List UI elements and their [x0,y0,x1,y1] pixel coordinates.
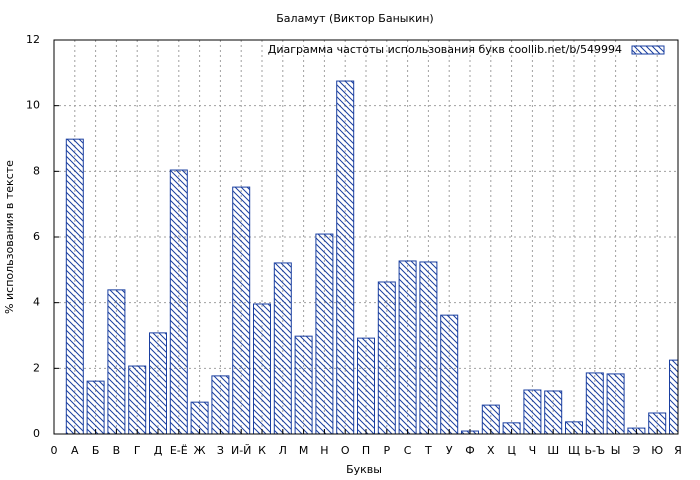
bar [419,261,438,434]
y-tick-label: 8 [33,164,40,177]
bar [190,401,209,434]
x-tick-label: Ь-Ъ [584,444,605,457]
bar [669,359,678,434]
bars [65,80,678,434]
x-tick-label: Я [674,444,682,457]
bar [544,390,563,434]
x-tick-label: С [404,444,412,457]
x-tick-label: И-Й [231,444,251,457]
x-tick-label: Е-Ё [170,444,188,457]
bar [315,233,334,434]
chart-title: Баламут (Виктор Баныкин) [276,12,433,25]
x-tick-label: Ц [507,444,516,457]
x-tick-label: Ч [529,444,537,457]
bar [585,372,604,434]
bar [294,335,313,434]
bar [107,289,126,434]
bar [128,365,147,434]
bar [502,422,521,434]
x-tick-label: А [71,444,79,457]
x-tick-label: Г [134,444,141,457]
y-tick-label: 4 [33,296,40,309]
y-axis-label: % использования в тексте [3,160,16,314]
x-tick-label: Ф [465,444,474,457]
bar [606,373,625,434]
bar [336,80,355,434]
y-tick-label: 2 [33,361,40,374]
bar [86,380,105,434]
bar [377,281,396,434]
x-tick-label: 0 [51,444,58,457]
y-tick-label: 10 [26,99,40,112]
bar [169,169,188,434]
bar [523,389,542,434]
x-tick-label: Х [487,444,495,457]
bar [211,375,230,434]
x-tick-label: В [113,444,121,457]
y-tick-label: 6 [33,230,40,243]
x-tick-label: Ю [651,444,663,457]
x-tick-label: Э [633,444,641,457]
x-axis-label: Буквы [346,463,382,476]
legend-swatch [631,45,665,55]
x-tick-label: З [217,444,224,457]
bar [398,260,417,434]
x-tick-label: Л [279,444,287,457]
y-tick-label: 0 [33,427,40,440]
bar [253,303,271,434]
x-tick-label: Н [320,444,328,457]
x-tick-label: Т [424,444,432,457]
x-tick-label: Р [383,444,390,457]
y-tick-label: 12 [26,33,40,46]
x-tick-label: Щ [568,444,580,457]
x-tick-label: П [362,444,370,457]
bar [65,138,84,434]
bar [440,314,459,434]
x-tick-label: У [446,444,453,457]
x-tick-label: Ш [547,444,559,457]
x-tick-label: Ж [194,444,206,457]
x-tick-label: К [258,444,266,457]
bar [149,332,167,434]
x-tick-label: Б [92,444,100,457]
bar [232,186,251,434]
x-tick-label: Д [154,444,163,457]
bar [273,262,292,434]
x-tick-label: М [299,444,309,457]
bar [357,337,375,434]
x-tick-label: Ы [611,444,621,457]
x-tick-label: О [341,444,350,457]
legend-label: Диаграмма частоты использования букв coo… [268,43,622,56]
